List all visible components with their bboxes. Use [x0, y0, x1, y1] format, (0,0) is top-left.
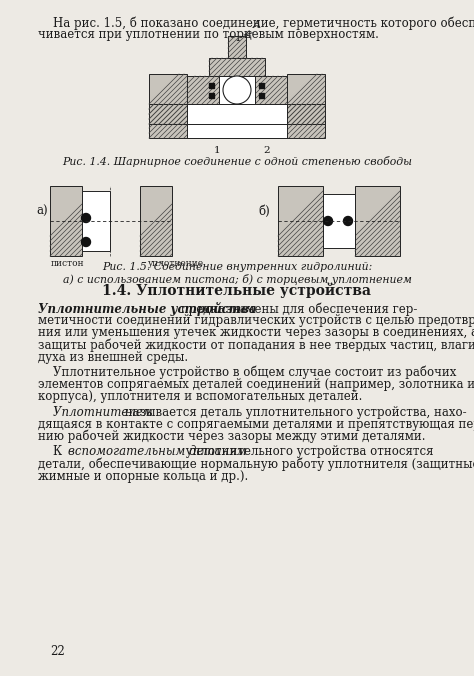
Text: корпуса), уплотнителя и вспомогательных деталей.: корпуса), уплотнителя и вспомогательных …: [38, 391, 363, 404]
Text: вспомогательным деталям: вспомогательным деталям: [68, 445, 246, 458]
Circle shape: [82, 237, 91, 247]
Text: пистон: пистон: [51, 259, 85, 268]
Text: называется деталь уплотнительного устройства, нахо-: называется деталь уплотнительного устрой…: [121, 406, 467, 418]
Polygon shape: [149, 104, 187, 124]
Text: духа из внешней среды.: духа из внешней среды.: [38, 351, 188, 364]
Bar: [209, 83, 214, 88]
Bar: [259, 83, 264, 88]
Polygon shape: [287, 104, 325, 124]
Bar: [187, 107, 287, 121]
Text: а) с использованием пистона; б) с торцевым уплотнением: а) с использованием пистона; б) с торцев…: [63, 274, 411, 285]
Text: уплотнение: уплотнение: [148, 259, 204, 268]
Text: Рис. 1.5. Соединение внутренних гидролиний:: Рис. 1.5. Соединение внутренних гидролин…: [102, 262, 372, 272]
Polygon shape: [187, 124, 287, 138]
Text: 1.4. Уплотнительные устройства: 1.4. Уплотнительные устройства: [102, 282, 372, 297]
Text: дящаяся в контакте с сопрягаемыми деталями и препятствующая перетека-: дящаяся в контакте с сопрягаемыми деталя…: [38, 418, 474, 431]
Text: Уплотнителем: Уплотнителем: [38, 406, 153, 418]
Text: б): б): [258, 205, 270, 218]
Polygon shape: [355, 186, 400, 256]
Bar: [209, 93, 214, 98]
Polygon shape: [228, 36, 246, 58]
Circle shape: [323, 216, 332, 226]
Text: защиты рабочей жидкости от попадания в нее твердых частиц, влаги и воз-: защиты рабочей жидкости от попадания в н…: [38, 339, 474, 352]
Text: нию рабочей жидкости через зазоры между этими деталями.: нию рабочей жидкости через зазоры между …: [38, 430, 426, 443]
Text: чивается при уплотнении по торцевым поверхностям.: чивается при уплотнении по торцевым пове…: [38, 28, 379, 41]
Text: метичности соединений гидравлических устройств с целью предотвраще-: метичности соединений гидравлических уст…: [38, 314, 474, 327]
Circle shape: [344, 216, 353, 226]
Polygon shape: [209, 58, 265, 76]
Text: 2: 2: [264, 146, 270, 155]
Text: жимные и опорные кольца и др.).: жимные и опорные кольца и др.).: [38, 470, 248, 483]
Polygon shape: [140, 186, 172, 256]
Polygon shape: [149, 124, 325, 138]
Text: детали, обеспечивающие нормальную работу уплотнителя (защитные, на-: детали, обеспечивающие нормальную работу…: [38, 458, 474, 471]
Text: Рис. 1.4. Шарнирное соединение с одной степенью свободы: Рис. 1.4. Шарнирное соединение с одной с…: [62, 156, 412, 167]
Text: а): а): [36, 205, 47, 218]
Text: К: К: [38, 445, 66, 458]
Text: На рис. 1.5, б показано соединение, герметичность которого обеспе-: На рис. 1.5, б показано соединение, герм…: [38, 16, 474, 30]
Text: ния или уменьшения утечек жидкости через зазоры в соединениях, а также: ния или уменьшения утечек жидкости через…: [38, 327, 474, 339]
Polygon shape: [149, 74, 187, 124]
Text: 1: 1: [214, 146, 220, 155]
Text: A: A: [253, 20, 261, 30]
Text: Уплотнительные устройства: Уплотнительные устройства: [38, 302, 256, 316]
Text: предназначены для обеспечения гер-: предназначены для обеспечения гер-: [177, 302, 417, 316]
Polygon shape: [82, 191, 110, 251]
Polygon shape: [278, 186, 323, 256]
Polygon shape: [323, 194, 355, 248]
Polygon shape: [187, 104, 287, 124]
Text: Уплотнительное устройство в общем случае состоит из рабочих: Уплотнительное устройство в общем случае…: [38, 366, 456, 379]
Text: 22: 22: [50, 645, 65, 658]
Circle shape: [82, 214, 91, 222]
Polygon shape: [187, 76, 219, 104]
Bar: [259, 93, 264, 98]
Text: элементов сопрягаемых деталей соединений (например, золотника и: элементов сопрягаемых деталей соединений…: [38, 378, 474, 391]
Polygon shape: [287, 74, 325, 124]
Polygon shape: [219, 76, 255, 104]
Text: уплотнительного устройства относятся: уплотнительного устройства относятся: [182, 445, 433, 458]
Polygon shape: [255, 76, 287, 104]
Circle shape: [223, 76, 251, 104]
Polygon shape: [50, 186, 82, 256]
